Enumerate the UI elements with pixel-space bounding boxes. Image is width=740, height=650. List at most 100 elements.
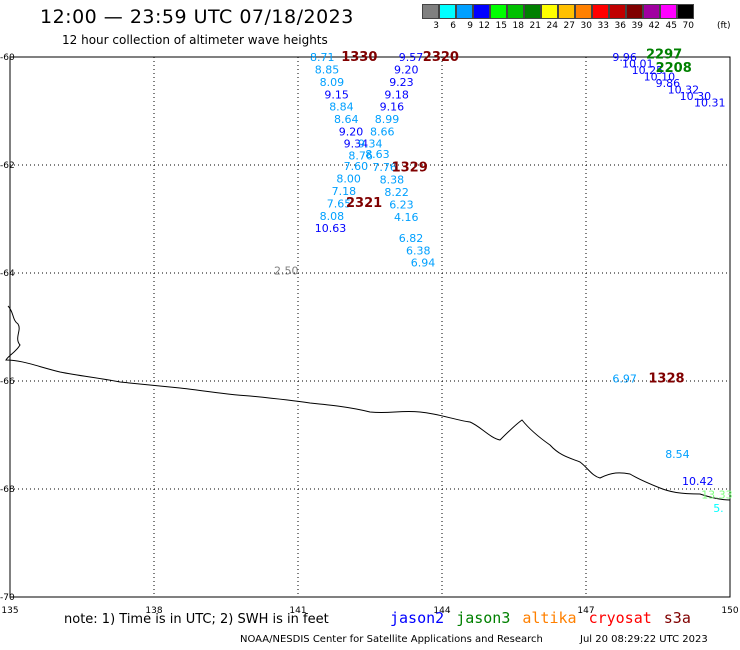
legend-swatch [456, 4, 473, 19]
pass-time-label: 2320 [423, 50, 459, 65]
wave-height-label: 8.08 [320, 210, 345, 223]
legend-label: 36 [614, 21, 626, 31]
coastline [5, 305, 731, 501]
wave-height-label: 8.63 [365, 148, 390, 161]
y-tick-label: -64 [0, 269, 15, 279]
wave-height-label: 10.42 [682, 475, 714, 488]
wave-height-label: 10.63 [315, 222, 347, 235]
wave-height-label: 9.96 [612, 51, 637, 64]
wave-height-label: 10.10 [644, 70, 676, 83]
legend-swatch [677, 4, 694, 19]
legend-label: 15 [495, 21, 507, 31]
wave-height-label: 8.22 [384, 186, 409, 199]
note-text: note: 1) Time is in UTC; 2) SWH is in fe… [64, 612, 329, 627]
legend-label: 18 [512, 21, 524, 31]
wave-height-label: 9.86 [656, 77, 681, 90]
wave-height-label: 8.38 [380, 174, 405, 187]
legend-swatch [575, 4, 592, 19]
x-tick-label: 150 [721, 606, 738, 616]
y-tick-label: -60 [0, 53, 15, 63]
wave-height-label: 8.64 [334, 113, 359, 126]
wave-height-label: 6.97 [612, 372, 637, 385]
wave-height-label: 10.01 [622, 57, 654, 70]
wave-height-label: 9.18 [384, 88, 409, 101]
wave-height-label: 9.20 [394, 63, 419, 76]
pass-time-label: 1330 [341, 50, 377, 65]
wave-height-label: 7.60 [344, 160, 369, 173]
wave-height-label: 5. [713, 502, 724, 515]
legend-label: 9 [467, 21, 473, 31]
wave-height-label: 6.94 [411, 257, 436, 270]
wave-height-label: 4.16 [394, 211, 419, 224]
legend-label: 27 [563, 21, 575, 31]
y-tick-label: -68 [0, 485, 15, 495]
satellite-legend: jason2 jason3 altika cryosat s3a [390, 609, 703, 627]
x-tick-label: 141 [289, 606, 306, 616]
legend-label: 24 [546, 21, 558, 31]
x-tick-label: 147 [577, 606, 594, 616]
satellite-s3a: s3a [663, 609, 691, 627]
legend-swatch [643, 4, 660, 19]
legend-swatch [609, 4, 626, 19]
wave-height-label: 9.23 [389, 76, 414, 89]
legend-swatch [473, 4, 490, 19]
wave-height-label: 8.71 [310, 51, 335, 64]
y-tick-label: -70 [0, 593, 15, 603]
footer-source: NOAA/NESDIS Center for Satellite Applica… [240, 634, 543, 645]
y-tick-label: -62 [0, 161, 15, 171]
legend-label: 33 [597, 21, 609, 31]
wave-height-label: 13.33 [701, 488, 733, 501]
color-legend-labels: 3 6 9 12 15 18 21 24 27 30 33 36 39 42 45 70 [422, 21, 694, 31]
legend-swatch [558, 4, 575, 19]
legend-label: 6 [450, 21, 456, 31]
legend-unit: (ft) [717, 21, 731, 31]
wave-height-label: 8.76 [348, 149, 373, 162]
x-tick-label: 135 [1, 606, 18, 616]
wave-height-label: 10.32 [668, 83, 700, 96]
legend-swatch [507, 4, 524, 19]
wave-height-label: 9.20 [339, 126, 364, 139]
x-tick-label: 144 [433, 606, 450, 616]
satellite-jason3: jason3 [456, 609, 511, 627]
wave-height-label: 10.25 [632, 64, 664, 77]
legend-swatch [541, 4, 558, 19]
color-legend [422, 4, 694, 19]
wave-height-label: 8.54 [665, 448, 690, 461]
y-tick-label: -66 [0, 377, 15, 387]
wave-height-label: 7.76 [372, 161, 397, 174]
legend-label: 21 [529, 21, 541, 31]
legend-label: 42 [648, 21, 660, 31]
wave-height-label: 8.99 [375, 113, 400, 126]
wave-height-label: 6.38 [406, 244, 431, 257]
legend-label: 12 [478, 21, 490, 31]
pass-time-label: 1329 [392, 161, 428, 176]
wave-height-label: 6.23 [389, 198, 414, 211]
wave-height-label: 8.09 [320, 76, 345, 89]
satellite-jason2: jason2 [390, 609, 445, 627]
wave-height-label: 6.82 [399, 232, 424, 245]
pass-time-label: 2297 [646, 47, 682, 62]
wave-height-label: 10.31 [694, 96, 726, 109]
map-frame [9, 56, 731, 598]
wave-height-label: 7.65 [327, 197, 352, 210]
legend-label: 3 [433, 21, 439, 31]
legend-swatch [660, 4, 677, 19]
footer-timestamp: Jul 20 08:29:22 UTC 2023 [580, 634, 708, 645]
legend-swatch [439, 4, 456, 19]
legend-swatch [490, 4, 507, 19]
legend-swatch [626, 4, 643, 19]
wave-height-label: 9.34 [344, 137, 369, 150]
wave-height-label: 8.66 [370, 126, 395, 139]
wave-height-label: 8.00 [336, 173, 361, 186]
pass-time-label: 1328 [648, 371, 684, 386]
wave-height-label: 9.57 [399, 51, 424, 64]
pass-time-label: 2208 [656, 61, 692, 76]
wave-height-label: 9.34 [358, 137, 383, 150]
legend-swatch [524, 4, 541, 19]
legend-label: 39 [631, 21, 643, 31]
pass-time-label: 2321 [346, 196, 382, 211]
wave-height-label: 8.84 [329, 101, 354, 114]
page-title: 12:00 — 23:59 UTC 07/18/2023 [40, 6, 354, 28]
wave-height-label: 9.15 [324, 88, 349, 101]
